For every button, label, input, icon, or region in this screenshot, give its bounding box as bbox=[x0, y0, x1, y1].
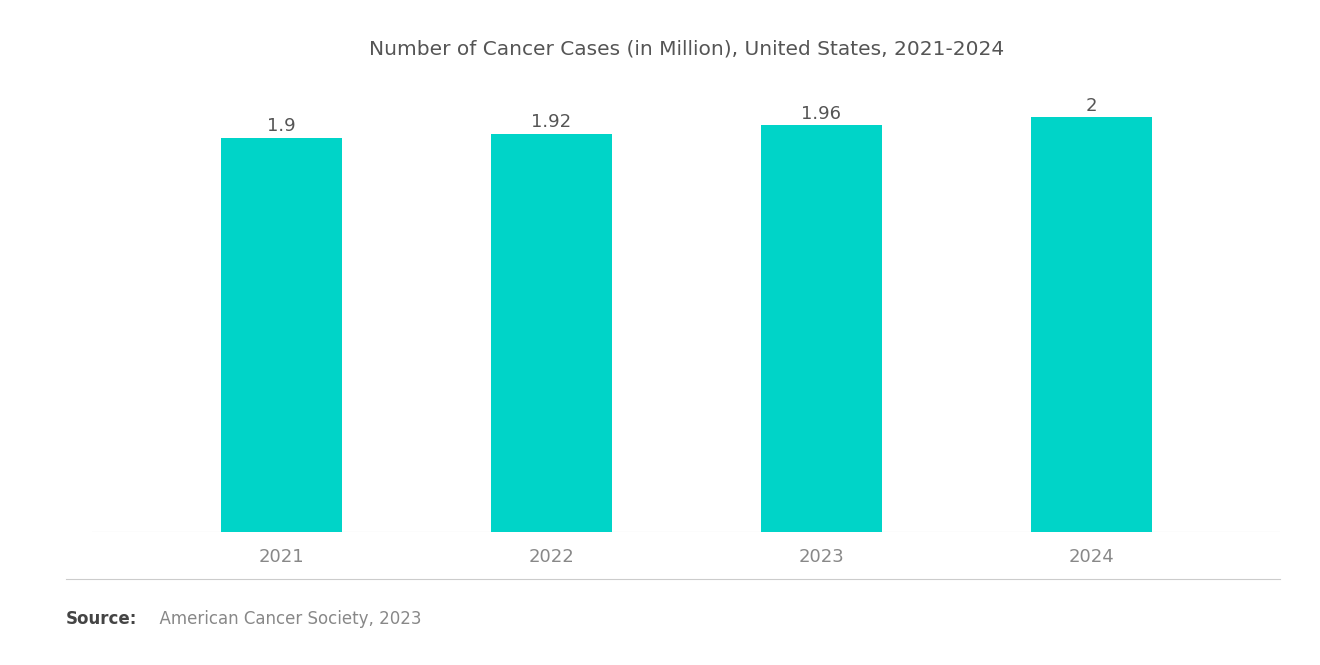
Bar bbox=[760, 126, 882, 532]
Text: 1.92: 1.92 bbox=[532, 113, 572, 131]
Text: American Cancer Society, 2023: American Cancer Society, 2023 bbox=[149, 610, 421, 628]
Bar bbox=[491, 134, 612, 532]
Text: 1.9: 1.9 bbox=[267, 118, 296, 136]
Text: Source:: Source: bbox=[66, 610, 137, 628]
Text: 2: 2 bbox=[1085, 96, 1097, 114]
Bar bbox=[1031, 117, 1152, 532]
Text: 1.96: 1.96 bbox=[801, 105, 841, 123]
Bar bbox=[220, 138, 342, 532]
Title: Number of Cancer Cases (in Million), United States, 2021-2024: Number of Cancer Cases (in Million), Uni… bbox=[368, 40, 1005, 59]
